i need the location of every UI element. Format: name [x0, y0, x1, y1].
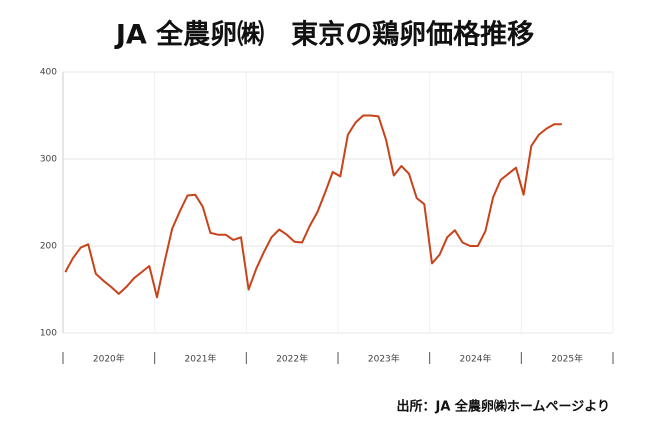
- y-tick-label: 100: [40, 329, 57, 339]
- x-tick-label: 2021年: [185, 353, 217, 365]
- y-tick-label: 300: [40, 155, 57, 165]
- y-tick-label: 400: [40, 68, 57, 78]
- source-note: 出所：JA 全農卵㈱ホームページより: [396, 399, 610, 415]
- x-tick-label: 2024年: [460, 353, 492, 365]
- x-tick-label: 2020年: [93, 353, 125, 365]
- x-tick-label: 2025年: [551, 353, 583, 365]
- y-tick-label: 200: [40, 242, 57, 252]
- price-line: [64, 114, 562, 299]
- x-tick-label: 2022年: [276, 353, 308, 365]
- x-tick-label: 2023年: [368, 353, 400, 365]
- chart-title: JA 全農卵㈱ 東京の鶏卵価格推移: [114, 19, 534, 51]
